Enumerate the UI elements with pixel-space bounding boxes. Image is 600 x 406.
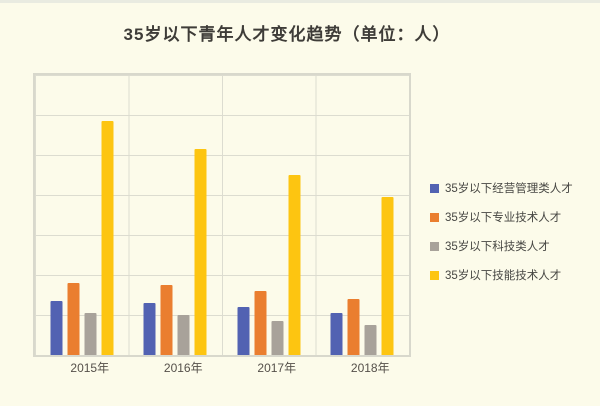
bar-35岁以下经营管理类人才-2017年: [237, 307, 250, 355]
x-tick-label-2015年: 2015年: [70, 361, 110, 375]
legend-item: 35岁以下技能技术人才: [430, 267, 573, 283]
legend-label: 35岁以下技能技术人才: [445, 270, 562, 282]
x-axis: 2015年 2016年 2017年 2018年: [33, 359, 407, 377]
legend-swatch-icon: [430, 212, 439, 222]
bar-35岁以下技能技术人才-2016年: [194, 149, 207, 355]
bar-35岁以下经营管理类人才-2015年: [50, 301, 63, 355]
x-tick-label-2018年: 2018年: [350, 361, 390, 375]
legend-swatch-icon: [430, 270, 439, 280]
legend-label: 35岁以下科技类人才: [445, 241, 550, 253]
bar-35岁以下科技类人才-2017年: [271, 321, 284, 355]
chart-title: 35岁以下青年人才变化趋势（单位：人）: [123, 25, 451, 44]
bar-35岁以下技能技术人才-2015年: [101, 121, 114, 355]
bar-group-2015年: [50, 121, 114, 355]
bar-35岁以下经营管理类人才-2016年: [143, 303, 156, 355]
legend-item: 35岁以下专业技术人才: [430, 209, 573, 225]
bar-group-2018年: [330, 197, 394, 355]
bar-35岁以下技能技术人才-2017年: [288, 175, 301, 355]
bar-35岁以下专业技术人才-2018年: [347, 299, 360, 355]
legend-item: 35岁以下经营管理类人才: [430, 180, 573, 196]
bar-group-2016年: [143, 149, 207, 355]
legend-swatch-icon: [430, 241, 439, 251]
bar-35岁以下专业技术人才-2016年: [160, 285, 173, 355]
legend-label: 35岁以下经营管理类人才: [445, 183, 573, 195]
bar-35岁以下经营管理类人才-2018年: [330, 313, 343, 355]
plot-area: [33, 73, 411, 357]
bar-35岁以下科技类人才-2015年: [84, 313, 97, 355]
legend-swatch-icon: [430, 183, 439, 193]
window-top-edge: [0, 0, 600, 3]
bar-35岁以下技能技术人才-2018年: [381, 197, 394, 355]
x-tick-label-2017年: 2017年: [257, 361, 297, 375]
legend-item: 35岁以下科技类人才: [430, 238, 573, 254]
bar-35岁以下科技类人才-2018年: [364, 325, 377, 355]
legend: 35岁以下经营管理类人才 35岁以下专业技术人才 35岁以下科技类人才 35岁以下技能…: [430, 180, 573, 283]
bar-35岁以下科技类人才-2016年: [177, 315, 190, 355]
x-tick-label-2016年: 2016年: [163, 361, 203, 375]
bar-35岁以下专业技术人才-2017年: [254, 291, 267, 355]
bar-35岁以下专业技术人才-2015年: [67, 283, 80, 355]
legend-label: 35岁以下专业技术人才: [445, 212, 562, 224]
bar-group-2017年: [237, 175, 301, 355]
